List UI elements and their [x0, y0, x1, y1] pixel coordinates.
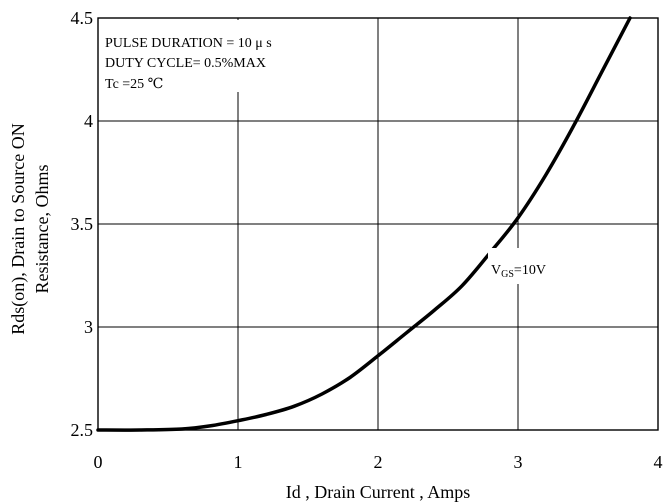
annotation-temperature: Tc =25 ℃ [105, 77, 163, 92]
plot-frame [97, 17, 659, 431]
x-tick-label: 0 [94, 452, 103, 472]
y-tick-label: 4 [84, 111, 93, 131]
x-tick-label: 3 [514, 452, 523, 472]
y-tick-label: 2.5 [71, 420, 94, 440]
x-tick-label: 2 [374, 452, 383, 472]
x-axis-label: Id , Drain Current , Amps [286, 482, 470, 502]
y-tick-label: 3 [84, 317, 93, 337]
y-tick-label: 3.5 [71, 214, 94, 234]
series-line-vgs-10v [96, 16, 632, 432]
grid-lines [98, 18, 658, 430]
annotation-background [100, 20, 332, 92]
x-tick-labels: 0 1 2 3 4 [94, 452, 663, 472]
x-tick-label: 1 [234, 452, 243, 472]
annotation-duty-cycle: DUTY CYCLE= 0.5%MAX [105, 56, 266, 71]
x-tick-label: 4 [654, 452, 663, 472]
series-label-background [488, 248, 578, 284]
annotation-pulse-duration: PULSE DURATION = 10 μ s [105, 36, 272, 51]
y-axis-label-line1: Rds(on), Drain to Source ON [8, 123, 29, 334]
y-tick-label: 4.5 [71, 8, 94, 28]
series-label-vgs: VGS=10V [491, 263, 546, 280]
y-axis-label-line2: Resistance, Ohms [32, 165, 52, 294]
y-tick-labels: 2.5 3 3.5 4 4.5 [71, 8, 94, 440]
